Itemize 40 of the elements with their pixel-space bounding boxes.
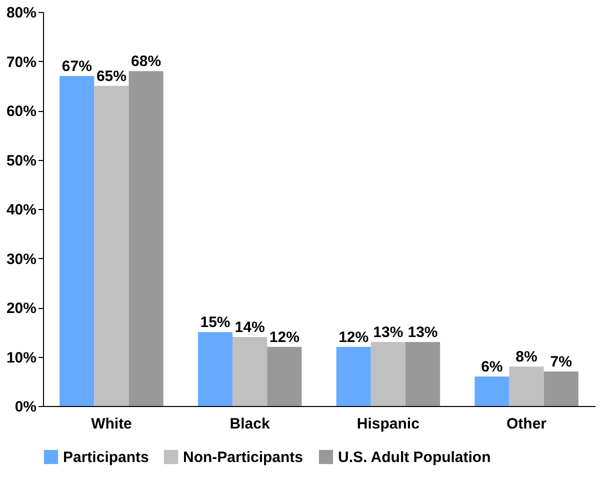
data-label: 7% — [550, 354, 572, 371]
y-tick-label: 10% — [6, 349, 36, 366]
x-tick-label: Other — [506, 416, 547, 432]
bar — [128, 71, 164, 406]
data-label: 6% — [481, 358, 503, 376]
legend-label: Non-Participants — [183, 449, 304, 466]
y-tick-label: 40% — [6, 202, 36, 218]
y-tick-label: 20% — [6, 300, 36, 317]
bar — [509, 366, 544, 406]
bar — [405, 342, 440, 406]
data-label: 67% — [62, 58, 92, 76]
y-tick-label: 30% — [6, 250, 36, 268]
x-tick-label: Hispanic — [356, 416, 420, 432]
data-label: 13% — [373, 324, 404, 341]
y-tick-label: 50% — [6, 152, 36, 170]
bar — [370, 342, 406, 406]
y-tick-label: 70% — [6, 54, 36, 71]
data-label: 68% — [131, 53, 162, 70]
data-label: 12% — [338, 328, 369, 346]
data-label: 12% — [269, 328, 300, 346]
data-label: 65% — [96, 68, 126, 85]
x-tick-label: White — [91, 416, 132, 432]
bar — [336, 346, 371, 406]
bar — [94, 86, 129, 406]
bar — [544, 372, 578, 406]
bar — [267, 346, 302, 406]
y-tick-label: 80% — [6, 4, 36, 22]
y-tick-label: 60% — [6, 103, 36, 120]
data-label: 14% — [234, 319, 265, 336]
data-label: 15% — [200, 314, 230, 332]
bar — [232, 337, 268, 406]
bar — [474, 376, 510, 406]
bar — [198, 332, 233, 406]
x-tick-label: Black — [230, 416, 270, 432]
y-tick-label: 0% — [14, 398, 36, 416]
data-label: 8% — [516, 348, 538, 366]
data-label: 13% — [408, 324, 438, 341]
bar — [60, 76, 94, 406]
legend-label: U.S. Adult Population — [338, 449, 491, 466]
legend-label: Participants — [63, 449, 149, 466]
